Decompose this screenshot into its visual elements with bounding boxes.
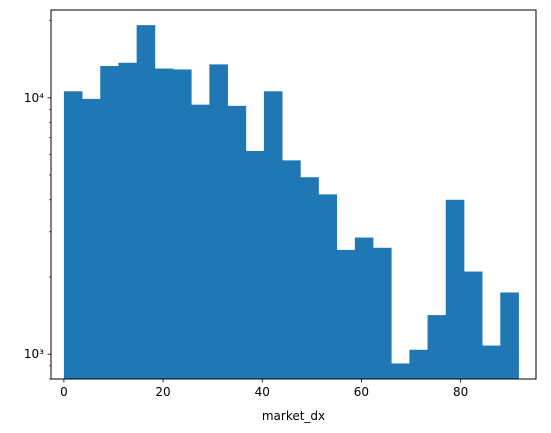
x-tick-label: 80: [453, 385, 468, 399]
histogram-bar: [282, 160, 301, 379]
histogram-bar: [336, 249, 356, 379]
x-ticks: 0 20 40 60 80: [60, 379, 468, 399]
plot-frame: [50, 9, 537, 380]
histogram-bar: [463, 271, 483, 379]
histogram-bar: [300, 177, 319, 379]
histogram-bar: [191, 104, 210, 380]
histogram-bar: [354, 237, 374, 379]
x-tick-label: 40: [255, 385, 270, 399]
histogram-bar: [209, 64, 228, 379]
histogram-bar: [409, 349, 428, 379]
histogram-bar: [227, 105, 247, 379]
histogram-bar: [445, 199, 465, 379]
x-tick-label: 0: [60, 385, 68, 399]
histogram-bar: [136, 25, 156, 380]
histogram-bar: [63, 91, 83, 379]
histogram-bar: [154, 68, 174, 379]
y-major-ticks: 10³ 10⁴: [24, 91, 51, 361]
y-tick-label: 10³: [24, 347, 44, 361]
histogram-bar: [263, 91, 283, 379]
x-axis-label: market_dx: [262, 409, 325, 423]
histogram-bar: [245, 151, 265, 379]
histogram-bar: [100, 66, 119, 380]
histogram-bar: [172, 69, 192, 379]
histogram-bar: [482, 345, 501, 379]
bars-group: [63, 25, 519, 380]
x-tick-label: 20: [155, 385, 170, 399]
histogram-bar: [500, 292, 519, 379]
histogram-bar: [82, 98, 101, 380]
x-tick-label: 60: [354, 385, 369, 399]
histogram-bar: [118, 62, 138, 380]
histogram-bar: [427, 315, 447, 379]
histogram-bar: [372, 247, 392, 379]
histogram-bar: [318, 194, 338, 379]
histogram-bar: [391, 363, 410, 379]
y-tick-label: 10⁴: [24, 91, 44, 105]
